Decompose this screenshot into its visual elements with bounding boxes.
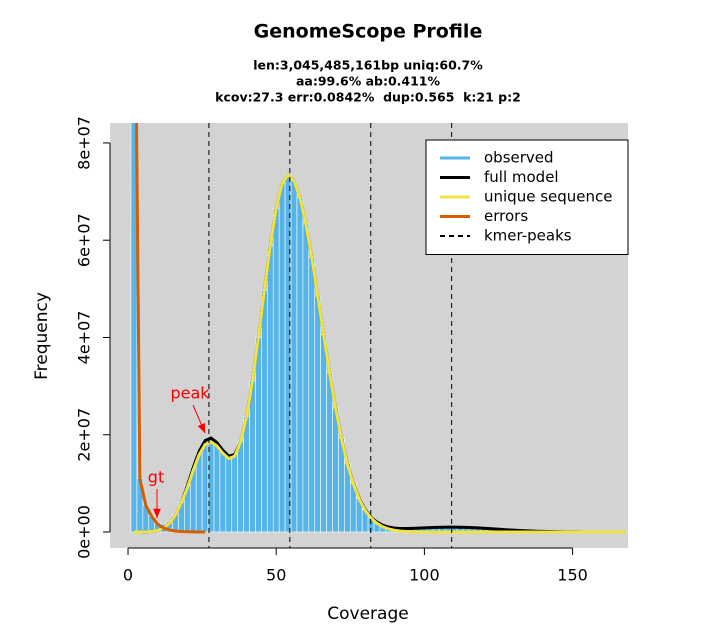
x-tick-label: 50 (266, 566, 286, 585)
histogram-bar (278, 183, 286, 533)
legend-label: kmer-peaks (484, 227, 572, 245)
arrow-head (153, 508, 161, 518)
x-tick-label: 150 (557, 566, 588, 585)
legend-label: observed (484, 149, 554, 167)
model-line (133, 173, 626, 534)
y-tick-label: 8e+07 (75, 116, 94, 170)
model-line (135, 123, 206, 534)
histogram-bar (296, 197, 304, 533)
x-tick-label: 100 (409, 566, 440, 585)
subtitle: kcov:27.3 err:0.0842% dup:0.565 k:21 p:2 (215, 90, 521, 105)
x-axis-label: Coverage (327, 604, 408, 624)
arrow-head (197, 423, 205, 433)
histogram-bar (326, 372, 333, 533)
histogram-bar (130, 123, 138, 533)
histogram-bar (314, 295, 321, 533)
histogram-bar (267, 245, 274, 533)
y-tick-label: 0e+00 (75, 505, 94, 559)
histogram-bar (320, 334, 327, 533)
histogram-bar (231, 453, 238, 533)
histogram-bar (237, 441, 244, 533)
legend-label: errors (484, 207, 528, 225)
y-axis-label: Frequency (32, 292, 52, 380)
histogram-bar (201, 440, 209, 533)
y-tick-label: 4e+07 (75, 311, 94, 365)
histogram-bar (243, 416, 250, 533)
histogram-bar (308, 257, 316, 533)
subtitle: aa:99.6% ab:0.411% (296, 74, 441, 89)
plot-area (130, 123, 628, 548)
histogram-bar (302, 223, 310, 533)
histogram-bar (225, 456, 233, 533)
y-tick-label: 2e+07 (75, 408, 94, 462)
annotation: gt (148, 468, 164, 487)
annotation: peak (170, 384, 210, 403)
histogram-bar (249, 380, 256, 533)
histogram-bar (219, 450, 227, 533)
histogram-bar (290, 180, 298, 533)
x-tick-label: 0 (123, 566, 133, 585)
y-tick-label: 6e+07 (75, 213, 94, 267)
histogram-bar (213, 443, 221, 533)
legend-label: full model (484, 168, 559, 186)
histogram-bar (255, 337, 262, 533)
legend-label: unique sequence (484, 188, 613, 206)
histogram-bar (272, 208, 280, 533)
histogram-bar (261, 290, 268, 533)
chart-title: GenomeScope Profile (254, 21, 483, 43)
subtitle: len:3,045,485,161bp uniq:60.7% (253, 58, 483, 73)
